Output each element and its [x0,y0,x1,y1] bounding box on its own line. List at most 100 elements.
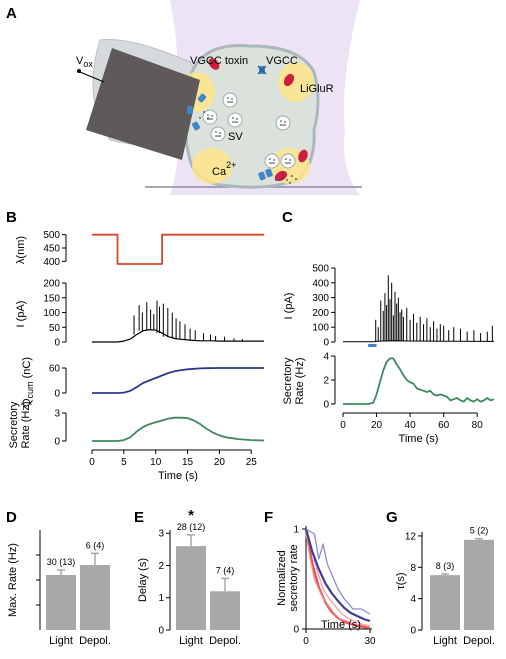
vesicle-content-dot [269,162,271,164]
vesicle-content-dot [269,158,271,160]
category-label: Depol. [79,635,111,647]
f-ylabel-line1: Normalized [276,550,288,606]
vesicle-content-dot [215,131,217,133]
electrode-lead-dot [77,69,81,73]
n-count-label: 30 (13) [47,557,76,567]
bar-depol [464,539,494,630]
vgcc-label: VGCC [266,55,298,67]
vesicle-content-dot [285,158,287,160]
vesicle [280,153,296,169]
x-tick-label: 0 [340,420,346,431]
n-count-label: 6 (4) [86,540,105,550]
n-count-label: 8 (3) [436,561,455,571]
charge-ylabel-unit: (nC) [21,357,33,381]
category-label: Light [179,635,203,647]
bar-light [430,575,460,630]
f-series-line [304,528,371,630]
y-tick-label: 4 [323,352,329,363]
electrode-lead [79,71,105,83]
y-tick-label: 0 [54,338,60,349]
liglur-receptor [208,58,220,70]
y-tick-label: 3 [54,409,60,420]
cell-schematic: Vox VGCC toxin VGCC LiGluR SV Ca2+ [76,0,362,195]
current-baseline [343,340,494,343]
x-tick-label: 10 [150,457,162,468]
vesicle-content-dot [284,124,286,126]
liglur-receptor [298,149,308,163]
rate-ylabel: SecretoryRate (Hz) [8,401,32,449]
vesicle-content-dot [219,132,221,134]
panel-letter-d: D [6,509,17,526]
vesicle-content-dot [217,135,219,137]
vesicle [275,115,291,131]
bar-light [46,575,76,630]
vesicle [264,153,280,169]
category-label: Depol. [463,635,495,647]
f-series-line [304,528,371,623]
c-rate-ylabel-line2: Rate (Hz) [294,357,306,404]
vesicle-content-dot [287,162,289,164]
vesicle [202,109,218,125]
vesicle-content-dot [236,121,238,123]
x-tick-label: 5 [121,457,127,468]
f-series-line [305,533,366,627]
x-tick-label: 20 [371,420,383,431]
panel-letter-g: G [386,509,398,526]
release-dot [275,179,277,181]
sv-label: SV [228,131,243,143]
n-count-label: 28 (12) [177,522,206,532]
y-tick-label: 3 [158,529,164,540]
vgcc-toxin-label: VGCC toxin [190,55,248,67]
c-xlabel: Time (s) [399,433,439,445]
y-tick-label: 2 [323,376,329,387]
y-tick-label: 2 [158,561,164,572]
y-tick-label: 400 [43,257,60,268]
vgcc-channel [265,168,273,178]
panel-letter-b: B [6,209,17,226]
vesicle-content-dot [285,162,287,164]
vesicle-content-dot [280,120,282,122]
vesicle-content-dot [289,162,291,164]
vesicle-content-dot [280,124,282,126]
c-rate-trace [343,357,495,405]
y-tick-label: 60 [49,364,61,375]
significance-star: * [188,507,194,524]
wavelength-trace [92,233,264,265]
y-tick-label: 150 [43,293,60,304]
charge-ylabel-q: Q [21,398,33,407]
rate-ylabel-line1: Secretory [8,401,20,449]
y-tick-label: 0 [323,400,329,411]
calcium-label: Ca2+ [212,160,236,178]
release-dot [289,182,291,184]
liglur-receptor [274,170,288,182]
vesicle-content-dot [227,101,229,103]
f-ylabel: Normalizedsecretory rate [276,544,300,611]
y-tick-label: 0 [323,338,329,349]
synaptic-vesicles [202,92,296,169]
b-xlabel: Time (s) [158,470,198,482]
vox-label: Vox [76,55,93,69]
vesicle-content-dot [284,121,286,123]
wavelength-ylabel: λ(nm) [15,236,27,264]
f-ylabel-line2: secretory rate [288,544,300,611]
y-tick-label: 400 [312,278,329,289]
current-ylabel: I (pA) [15,301,27,328]
carbon-fiber-electrode [86,48,200,160]
release-dot [295,178,297,180]
vesicle-content-dot [215,135,217,137]
vesicle-content-dot [273,159,275,161]
vesicle-content-dot [211,118,213,120]
c-rate-ylabel: SecretoryRate (Hz) [282,357,306,405]
y-tick-label: 500 [312,264,329,275]
x-tick-label: 30 [364,636,376,647]
n-count-label: 5 (2) [470,526,489,536]
vesicle-content-dot [289,159,291,161]
y-tick-label: 12 [405,531,417,542]
x-tick-label: 25 [246,457,258,468]
vesicle [222,92,238,108]
released-catecholamine-dots [199,111,297,184]
